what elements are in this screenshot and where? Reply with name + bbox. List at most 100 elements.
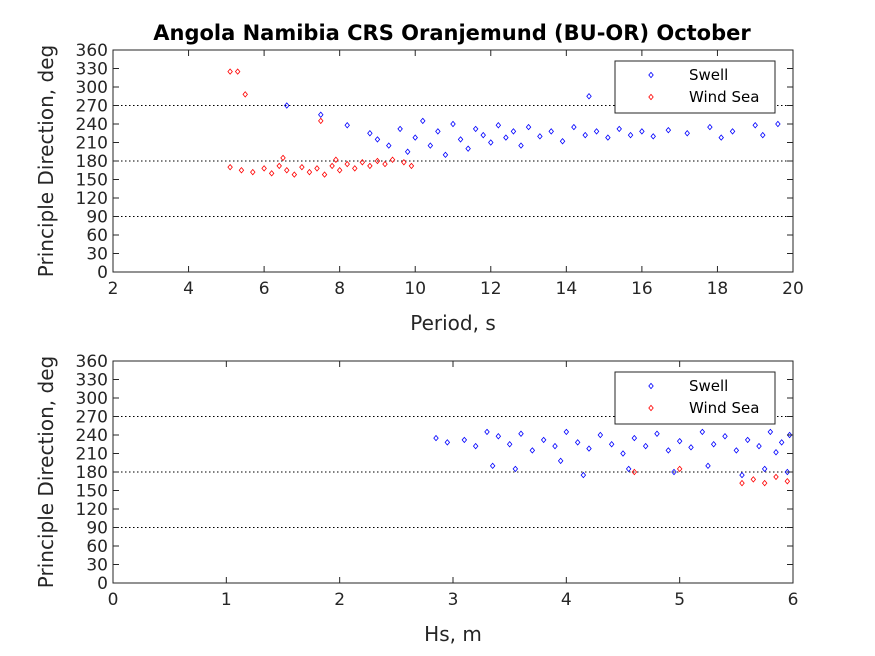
data-point (461, 436, 468, 444)
y-tick-label: 180 (76, 152, 108, 172)
data-point (760, 131, 766, 139)
legend-marker (648, 93, 654, 101)
data-point (739, 471, 745, 479)
data-point (374, 157, 381, 165)
data-point (756, 442, 762, 450)
x-tick-label: 16 (631, 279, 653, 299)
x-tick-label: 6 (788, 590, 799, 610)
data-point (773, 473, 779, 481)
data-point (627, 131, 634, 139)
y-tick-label: 90 (86, 208, 108, 228)
data-point (597, 431, 604, 439)
data-point (495, 433, 502, 440)
data-point (401, 159, 407, 166)
data-point (284, 167, 290, 174)
data-point (227, 163, 233, 171)
legend: Swell Wind Sea (614, 60, 776, 114)
x-tick-label: 20 (782, 279, 804, 299)
data-point (442, 151, 449, 159)
data-point (639, 128, 645, 135)
data-point (359, 159, 366, 166)
y-tick-label: 0 (97, 574, 108, 594)
data-point (739, 479, 745, 487)
data-point (389, 156, 396, 163)
data-point (665, 447, 672, 454)
data-point (344, 122, 350, 129)
data-point (329, 162, 335, 170)
data-point (333, 156, 339, 163)
data-point (775, 120, 781, 128)
data-point (784, 468, 791, 476)
y-tick-label: 240 (76, 115, 108, 135)
y-tick-label: 270 (76, 97, 108, 117)
data-point (631, 434, 638, 442)
data-point (718, 134, 724, 141)
x-tick-label: 2 (108, 279, 119, 299)
data-point (580, 471, 587, 479)
data-point (412, 134, 418, 141)
data-point (382, 160, 388, 168)
data-point (642, 442, 649, 450)
x-tick-label: 10 (404, 279, 426, 299)
data-point (707, 123, 713, 131)
data-point (744, 436, 751, 444)
data-point (276, 162, 282, 170)
data-point (548, 128, 554, 135)
data-point (671, 468, 677, 476)
data-point (761, 479, 768, 487)
data-point (512, 465, 519, 473)
legend-entry: Wind Sea (689, 88, 759, 106)
y-tick-label: 120 (76, 500, 108, 520)
data-point (557, 457, 564, 465)
y-tick-label: 60 (86, 537, 108, 557)
data-point (654, 430, 660, 437)
data-point (574, 439, 581, 446)
data-point (227, 68, 233, 75)
x-tick-label: 6 (259, 279, 270, 299)
y-tick-label: 0 (97, 263, 108, 283)
series-wind-sea (227, 68, 415, 178)
x-axis-label: Period, s (410, 311, 496, 335)
legend-entry: Swell (689, 377, 728, 395)
series-wind-sea (631, 465, 791, 487)
data-point (593, 128, 600, 135)
data-point (767, 428, 774, 436)
data-point (321, 171, 328, 178)
data-point (299, 163, 305, 171)
x-tick-label: 5 (674, 590, 685, 610)
data-point (616, 125, 622, 133)
legend-box (614, 60, 776, 114)
data-point (484, 428, 490, 436)
data-point (761, 465, 768, 473)
y-tick-label: 360 (76, 352, 108, 372)
x-tick-label: 18 (707, 279, 729, 299)
legend-marker (648, 71, 654, 79)
data-point (472, 125, 479, 133)
series-swell (433, 428, 793, 479)
legend-box (614, 371, 776, 425)
x-tick-label: 12 (480, 279, 502, 299)
data-point (234, 68, 241, 75)
data-point (318, 117, 324, 125)
data-point (291, 171, 298, 178)
series-swell (284, 93, 781, 159)
data-point (631, 468, 638, 476)
data-point (268, 170, 275, 177)
data-point (427, 142, 434, 149)
y-tick-label: 330 (76, 371, 108, 391)
data-point (284, 102, 290, 109)
data-point (605, 134, 611, 141)
data-point (676, 437, 683, 445)
data-point (537, 133, 543, 140)
x-tick-label: 2 (334, 590, 345, 610)
y-axis-label: Principle Direction, deg (34, 45, 58, 277)
data-point (488, 139, 494, 146)
data-point (773, 449, 779, 456)
data-point (433, 434, 439, 442)
data-point (367, 162, 373, 170)
y-tick-label: 270 (76, 408, 108, 428)
data-point (518, 430, 524, 437)
data-point (503, 134, 509, 141)
data-point (336, 167, 343, 174)
